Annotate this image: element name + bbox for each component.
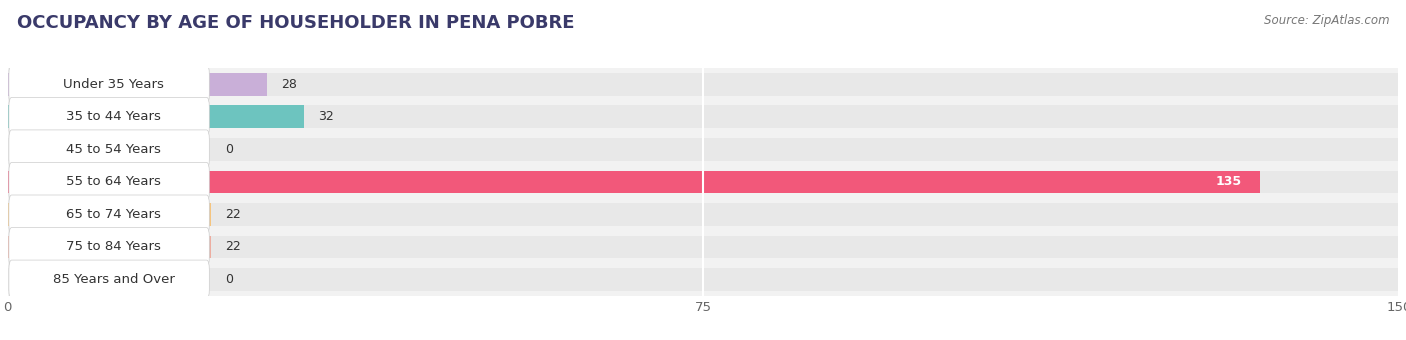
Text: 35 to 44 Years: 35 to 44 Years xyxy=(66,110,162,123)
FancyBboxPatch shape xyxy=(8,130,209,169)
Text: OCCUPANCY BY AGE OF HOUSEHOLDER IN PENA POBRE: OCCUPANCY BY AGE OF HOUSEHOLDER IN PENA … xyxy=(17,14,575,32)
Bar xyxy=(7,166,1399,198)
Bar xyxy=(7,268,1399,291)
Bar xyxy=(7,171,1399,193)
Text: 75 to 84 Years: 75 to 84 Years xyxy=(66,240,162,254)
Text: 85 Years and Over: 85 Years and Over xyxy=(53,273,174,286)
Text: 135: 135 xyxy=(1215,175,1241,188)
Bar xyxy=(7,198,1399,231)
Bar xyxy=(7,263,1399,296)
Text: 0: 0 xyxy=(225,143,233,156)
Text: 32: 32 xyxy=(318,110,333,123)
Bar xyxy=(7,138,1399,161)
FancyBboxPatch shape xyxy=(8,97,209,136)
FancyBboxPatch shape xyxy=(8,195,209,234)
FancyBboxPatch shape xyxy=(8,227,209,267)
Bar xyxy=(7,105,304,128)
Bar xyxy=(7,73,267,96)
Bar xyxy=(7,236,211,258)
Text: 22: 22 xyxy=(225,240,240,254)
FancyBboxPatch shape xyxy=(8,65,209,104)
Bar xyxy=(7,231,1399,263)
FancyBboxPatch shape xyxy=(8,260,209,299)
Text: 28: 28 xyxy=(281,78,297,91)
Bar xyxy=(7,203,211,226)
Text: 55 to 64 Years: 55 to 64 Years xyxy=(66,175,162,188)
Text: 0: 0 xyxy=(225,273,233,286)
Bar xyxy=(7,203,1399,226)
FancyBboxPatch shape xyxy=(8,163,209,201)
Bar xyxy=(7,236,1399,258)
Bar xyxy=(7,101,1399,133)
Text: Source: ZipAtlas.com: Source: ZipAtlas.com xyxy=(1264,14,1389,27)
Bar xyxy=(7,73,1399,96)
Bar xyxy=(7,133,1399,166)
Text: 22: 22 xyxy=(225,208,240,221)
Bar xyxy=(7,105,1399,128)
Text: 65 to 74 Years: 65 to 74 Years xyxy=(66,208,162,221)
Text: Under 35 Years: Under 35 Years xyxy=(63,78,165,91)
Bar xyxy=(7,68,1399,101)
Bar xyxy=(7,171,1260,193)
Text: 45 to 54 Years: 45 to 54 Years xyxy=(66,143,162,156)
